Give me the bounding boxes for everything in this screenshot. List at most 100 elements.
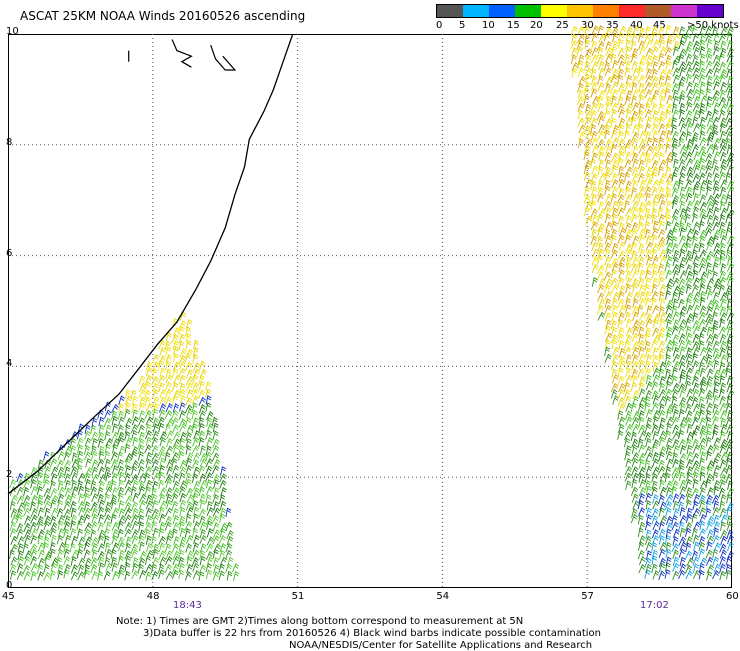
wind-barb — [705, 318, 713, 328]
wind-barb — [652, 255, 659, 266]
wind-barb — [644, 290, 652, 301]
wind-barb — [597, 180, 604, 190]
wind-barb — [157, 416, 165, 426]
wind-barb — [577, 33, 585, 43]
wind-barb — [719, 382, 727, 393]
wind-barb — [726, 311, 735, 321]
wind-barb — [659, 541, 667, 551]
legend-label: 45 — [653, 20, 666, 31]
legend-swatch — [515, 5, 541, 17]
wind-barb — [672, 493, 680, 503]
wind-barb — [598, 33, 606, 43]
wind-barb — [145, 416, 154, 426]
wind-barb — [686, 451, 694, 461]
wind-barb — [618, 285, 626, 295]
wind-barb — [693, 304, 701, 314]
wind-barb — [104, 493, 111, 504]
wind-barb — [632, 124, 639, 134]
wind-barb — [604, 179, 611, 190]
wind-barb — [590, 102, 598, 112]
wind-barb — [77, 444, 84, 454]
wind-barb — [597, 165, 604, 176]
wind-barb — [644, 172, 653, 183]
wind-barb — [652, 395, 660, 405]
wind-barb — [22, 564, 31, 574]
wind-barb — [124, 479, 133, 489]
wind-barb — [685, 151, 693, 161]
wind-barb — [686, 388, 694, 398]
wind-barb — [678, 235, 687, 245]
wind-barb — [9, 563, 17, 574]
wind-barb — [624, 158, 632, 169]
wind-barb — [152, 368, 159, 379]
wind-barb — [658, 236, 666, 246]
wind-barb — [644, 221, 651, 231]
wind-barb — [632, 172, 640, 183]
wind-barb — [632, 102, 640, 112]
wind-barb — [617, 187, 625, 197]
wind-barb — [212, 556, 220, 567]
wind-barb — [98, 480, 105, 491]
wind-barb — [192, 381, 200, 392]
wind-barb — [652, 374, 660, 384]
wind-barb — [630, 40, 637, 51]
wind-barb — [678, 333, 686, 343]
wind-barb — [171, 493, 179, 503]
wind-barb — [166, 430, 174, 440]
wind-barb — [698, 528, 707, 538]
wind-barb — [145, 402, 154, 412]
wind-barb — [610, 74, 618, 84]
wind-barb — [98, 562, 105, 572]
wind-barb — [51, 557, 59, 567]
wind-barb — [666, 326, 673, 337]
wind-barb — [679, 485, 687, 496]
wind-barb — [692, 312, 699, 322]
wind-barb — [699, 32, 707, 43]
wind-barb — [57, 466, 65, 476]
wind-barb — [705, 409, 712, 420]
wind-barb — [91, 570, 99, 581]
wind-barb — [69, 527, 77, 538]
wind-barb — [124, 408, 131, 419]
wind-barb — [665, 507, 672, 517]
wind-barb — [618, 249, 626, 260]
wind-barb — [713, 80, 721, 91]
wind-barb — [645, 131, 652, 141]
wind-barb — [644, 327, 652, 337]
wind-barb — [124, 507, 132, 517]
wind-barb — [693, 291, 701, 301]
wind-barb — [131, 445, 139, 456]
wind-barb — [699, 513, 707, 524]
wind-barb — [178, 466, 187, 476]
wind-barb — [91, 513, 99, 524]
wind-barb — [685, 144, 693, 154]
wind-barb — [618, 347, 626, 358]
wind-barb — [139, 569, 147, 580]
wind-barb — [644, 200, 652, 210]
wind-barb — [597, 304, 605, 315]
wind-barb — [651, 297, 658, 307]
wind-barb — [658, 136, 665, 147]
wind-barb — [617, 215, 625, 225]
wind-barb — [665, 255, 673, 266]
wind-barb — [698, 396, 705, 406]
wind-barb — [719, 270, 727, 280]
wind-barb — [664, 395, 672, 406]
wind-barb — [132, 436, 139, 447]
wind-barb — [144, 555, 152, 565]
wind-barb — [693, 425, 701, 435]
wind-barb — [158, 403, 166, 413]
wind-barb — [591, 263, 599, 274]
wind-barb — [698, 332, 705, 343]
wind-barb — [611, 311, 619, 322]
wind-barb — [685, 499, 692, 509]
wind-barb — [638, 353, 646, 363]
wind-barb — [110, 451, 118, 461]
wind-barb — [712, 46, 720, 56]
wind-barb — [699, 557, 707, 567]
wind-barb — [644, 269, 652, 280]
wind-barb — [706, 38, 713, 49]
wind-barb — [726, 103, 735, 113]
wind-barb — [151, 436, 159, 447]
wind-barb — [666, 157, 673, 168]
